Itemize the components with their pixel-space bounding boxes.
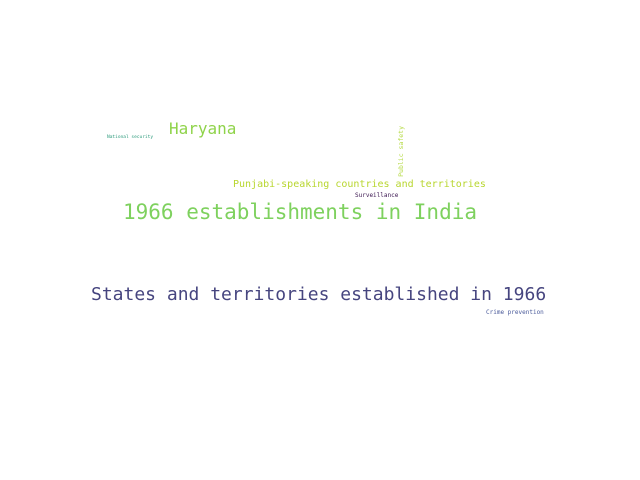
word-national-security: National security bbox=[107, 135, 154, 140]
word-crime-prevention: Crime prevention bbox=[486, 309, 544, 316]
word-haryana: Haryana bbox=[169, 119, 237, 138]
word-1966-establishments-in-india: 1966 establishments in India bbox=[123, 200, 478, 224]
word-states-and-territories-established-in-1966: States and territories established in 19… bbox=[91, 284, 547, 305]
word-public-safety: Public safety bbox=[397, 126, 405, 177]
word-punjabi-speaking-countries-and-territories: Punjabi-speaking countries and territori… bbox=[233, 179, 486, 190]
word-surveillance: Surveillance bbox=[355, 192, 399, 199]
